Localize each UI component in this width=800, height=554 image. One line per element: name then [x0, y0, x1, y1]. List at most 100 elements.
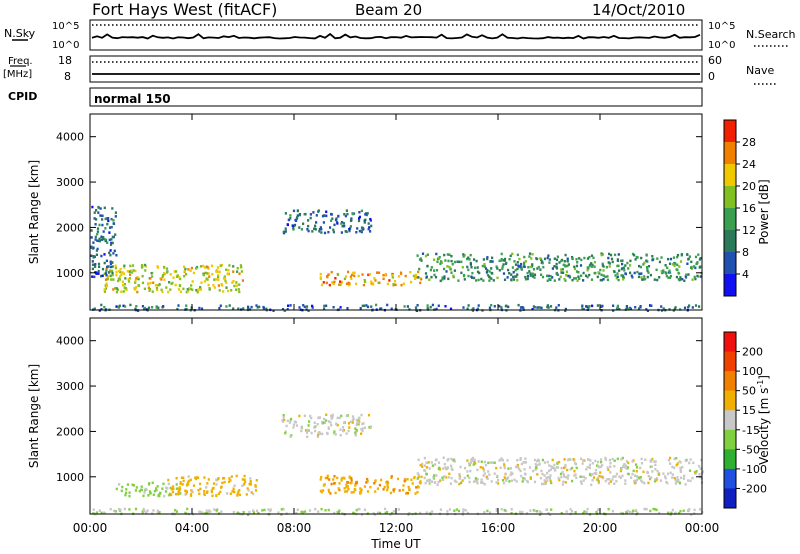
velocity-cell	[619, 476, 623, 480]
velocity-cell	[172, 485, 175, 488]
power-cell	[114, 215, 117, 218]
velocity-cell	[624, 479, 627, 482]
power-cell	[322, 221, 325, 224]
power-cell	[339, 306, 342, 309]
power-cell	[369, 219, 372, 222]
power-cell	[137, 284, 141, 287]
nave-label: Nave	[746, 64, 774, 77]
velocity-cell	[336, 510, 339, 514]
velocity-cell	[549, 474, 552, 477]
velocity-cell	[350, 478, 353, 482]
velocity-ytick: 2000	[56, 425, 84, 438]
velocity-cell	[673, 457, 676, 461]
velocity-cell	[283, 418, 286, 422]
velocity-cell	[354, 482, 357, 486]
freq-label: Freq.	[8, 56, 33, 67]
power-cell	[428, 278, 431, 281]
velocity-cell	[313, 421, 316, 424]
velocity-cell	[476, 481, 479, 485]
velocity-cell	[342, 429, 345, 433]
power-cell	[417, 270, 420, 274]
velocity-cell	[515, 465, 518, 469]
power-cell	[677, 271, 680, 275]
power-cell	[174, 283, 177, 287]
velocity-cell	[469, 469, 472, 473]
velocity-cell	[459, 465, 462, 469]
velocity-cell	[236, 494, 239, 497]
velocity-cell	[505, 479, 508, 482]
velocity-cell	[641, 480, 644, 484]
velocity-cell	[643, 507, 646, 511]
velocity-cell	[323, 417, 326, 421]
velocity-cell	[524, 461, 527, 464]
velocity-cell	[177, 490, 180, 494]
power-cell	[695, 262, 698, 266]
power-cell	[331, 281, 334, 284]
power-cell	[600, 252, 603, 255]
power-cell	[467, 256, 470, 259]
power-cell	[457, 279, 460, 282]
power-cell	[677, 277, 680, 281]
power-cell	[111, 241, 114, 245]
power-cell	[198, 306, 201, 310]
power-cell	[475, 259, 478, 263]
velocity-cell	[386, 488, 389, 492]
power-cell	[601, 304, 604, 308]
power-cell	[148, 287, 152, 291]
power-cell	[272, 309, 275, 312]
velocity-cell	[254, 485, 257, 488]
power-cell	[386, 282, 389, 286]
velocity-cell	[649, 477, 652, 481]
power-cell	[187, 290, 190, 293]
power-ytick: 2000	[56, 221, 84, 234]
power-cell	[511, 266, 514, 269]
power-cell	[208, 287, 211, 290]
velocity-cell	[402, 484, 405, 487]
velocity-cell	[248, 482, 251, 486]
velocity-cell	[701, 470, 704, 473]
power-cell	[94, 235, 97, 239]
velocity-cell	[187, 483, 190, 486]
power-cell	[622, 278, 625, 281]
power-cell	[332, 230, 335, 234]
velocity-cell	[243, 483, 246, 486]
velocity-cell	[175, 510, 178, 513]
power-cell	[676, 263, 679, 267]
velocity-cell	[215, 478, 218, 481]
power-cell	[676, 255, 679, 259]
power-cell	[110, 238, 113, 241]
velocity-cell	[671, 473, 674, 476]
power-cell	[691, 306, 694, 309]
velocity-cell	[587, 458, 590, 461]
power-cell	[421, 252, 425, 255]
power-cell	[669, 274, 672, 278]
power-cell	[163, 265, 166, 269]
power-cell	[93, 217, 96, 220]
velocity-cell	[522, 477, 525, 480]
velocity-cell	[151, 481, 154, 485]
power-cell	[642, 278, 645, 281]
power-cell	[342, 222, 345, 225]
power-cell	[563, 260, 566, 263]
power-cell	[90, 236, 93, 239]
power-cell	[540, 273, 543, 276]
velocity-cell	[205, 486, 208, 489]
power-cell	[151, 275, 154, 278]
power-cell	[334, 277, 337, 280]
velocity-cell	[382, 488, 385, 491]
velocity-colorbar-tick: 15	[742, 404, 756, 417]
velocity-cell	[658, 511, 661, 515]
velocity-cell	[347, 429, 350, 433]
power-cell	[637, 275, 641, 279]
velocity-cell	[333, 475, 336, 478]
power-cell	[340, 222, 343, 225]
velocity-cell	[282, 414, 285, 417]
power-cell	[660, 309, 664, 312]
power-cell	[109, 265, 113, 269]
power-cell	[364, 280, 367, 284]
velocity-cell	[189, 478, 192, 482]
velocity-cell	[600, 475, 603, 479]
velocity-cell	[368, 426, 371, 429]
power-cell	[358, 217, 361, 220]
power-cell	[369, 217, 372, 221]
